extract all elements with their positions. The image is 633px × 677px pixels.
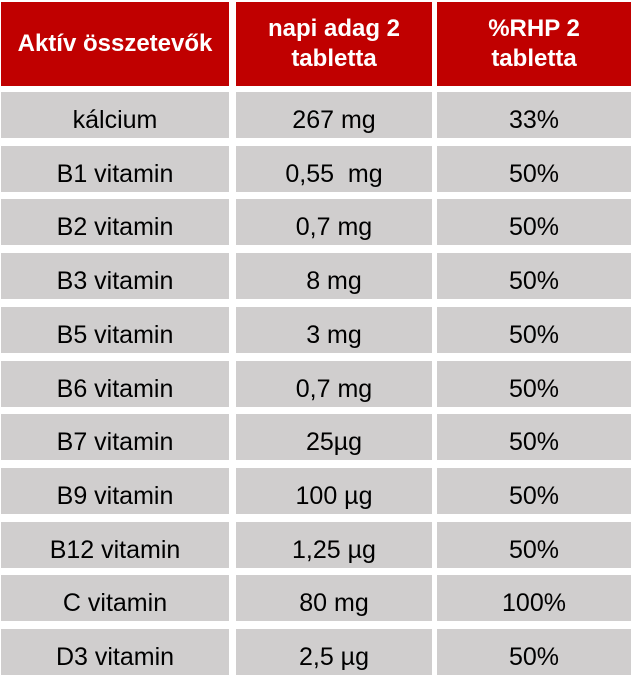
- ingredient-cell: B5 vitamin: [1, 307, 229, 353]
- rhp-cell: 50%: [437, 468, 631, 514]
- dose-cell: 8 mg: [236, 253, 432, 299]
- dose-cell: 80 mg: [236, 575, 432, 621]
- header-rhp-line2: tabletta: [491, 45, 577, 72]
- ingredient-cell: B12 vitamin: [1, 522, 229, 568]
- header-daily-dose-line2: tabletta: [291, 45, 377, 72]
- rhp-cell: 50%: [437, 199, 631, 245]
- dose-cell: 3 mg: [236, 307, 432, 353]
- header-daily-dose-line1: napi adag 2: [267, 15, 401, 42]
- rhp-cell: 33%: [437, 92, 631, 138]
- rhp-cell: 50%: [437, 253, 631, 299]
- dose-cell: 1,25 µg: [236, 522, 432, 568]
- ingredient-cell: D3 vitamin: [1, 629, 229, 675]
- rhp-cell: 50%: [437, 307, 631, 353]
- ingredient-cell: B7 vitamin: [1, 414, 229, 460]
- header-daily-dose: napi adag 2 tabletta: [236, 2, 432, 86]
- rhp-cell: 50%: [437, 629, 631, 675]
- rhp-cell: 50%: [437, 146, 631, 192]
- rhp-cell: 50%: [437, 414, 631, 460]
- ingredient-cell: B9 vitamin: [1, 468, 229, 514]
- header-rhp-line1: %RHP 2: [488, 15, 580, 42]
- dose-cell: 100 µg: [236, 468, 432, 514]
- ingredient-cell: B1 vitamin: [1, 146, 229, 192]
- dose-cell: 267 mg: [236, 92, 432, 138]
- dose-cell: 0,7 mg: [236, 199, 432, 245]
- header-rhp: %RHP 2 tabletta: [437, 2, 631, 86]
- rhp-cell: 50%: [437, 361, 631, 407]
- dose-cell: 0,7 mg: [236, 361, 432, 407]
- dose-cell: 0,55 mg: [236, 146, 432, 192]
- dose-cell: 2,5 µg: [236, 629, 432, 675]
- rhp-cell: 50%: [437, 522, 631, 568]
- dose-cell: 25µg: [236, 414, 432, 460]
- rhp-cell: 100%: [437, 575, 631, 621]
- header-ingredient-label: Aktív összetevők: [17, 30, 213, 57]
- ingredient-cell: kálcium: [1, 92, 229, 138]
- header-ingredient: Aktív összetevők: [1, 2, 229, 86]
- ingredient-cell: B6 vitamin: [1, 361, 229, 407]
- ingredient-cell: C vitamin: [1, 575, 229, 621]
- ingredient-cell: B2 vitamin: [1, 199, 229, 245]
- ingredient-cell: B3 vitamin: [1, 253, 229, 299]
